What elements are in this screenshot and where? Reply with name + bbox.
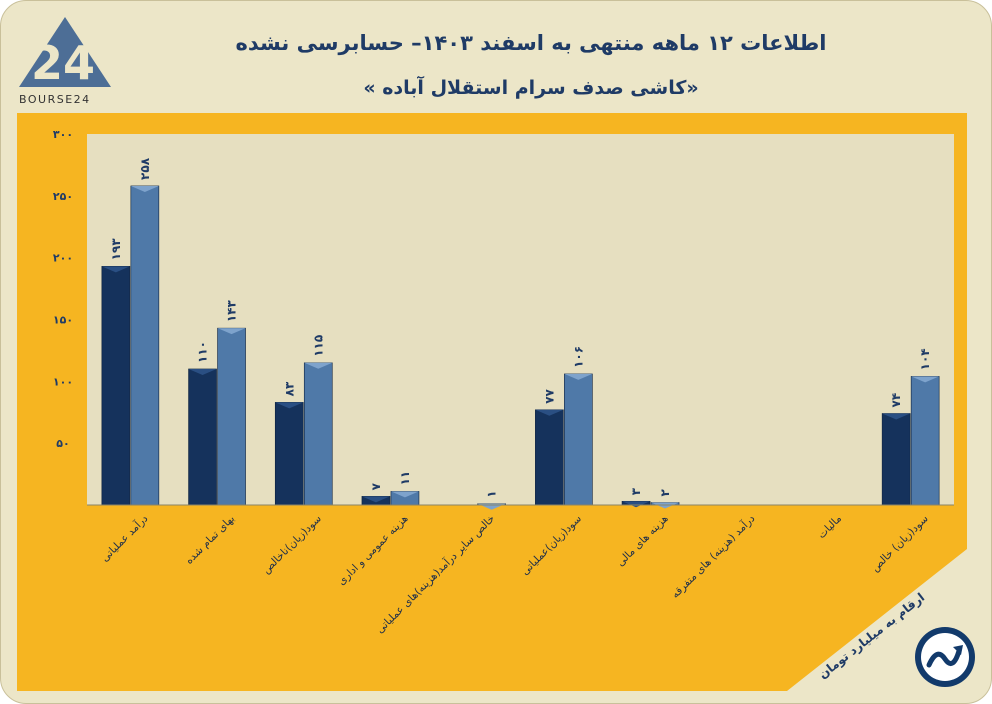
bar-cap bbox=[651, 502, 680, 509]
bar-cap bbox=[911, 376, 940, 383]
bar-value-label: ۷۷ bbox=[542, 388, 556, 403]
logo-mark: 24 bbox=[31, 36, 95, 90]
logo-text: BOURSE24 bbox=[19, 93, 91, 106]
bar-cap bbox=[361, 496, 390, 503]
bar-value-label: ۱۱۵ bbox=[311, 335, 325, 357]
bar bbox=[188, 368, 217, 506]
bourse24-logo-icon: 24 bbox=[19, 17, 111, 90]
bar-value-label: ۱۱۰ bbox=[196, 341, 210, 363]
bar-cap bbox=[564, 373, 593, 380]
y-tick-label: ۲۰۰ bbox=[53, 252, 73, 265]
bar-cap bbox=[535, 409, 564, 416]
bar-cap bbox=[390, 491, 419, 498]
bar-cap bbox=[217, 328, 246, 335]
bar-value-label: ۲۵۸ bbox=[138, 157, 152, 180]
bar bbox=[274, 402, 304, 506]
y-tick-label: ۱۵۰ bbox=[53, 314, 73, 327]
bar-cap bbox=[101, 266, 130, 273]
trend-logo-icon bbox=[915, 627, 975, 687]
plot-area bbox=[87, 134, 954, 505]
bar-value-label: ۱۹۳ bbox=[109, 238, 123, 261]
bar-cap bbox=[130, 185, 159, 192]
y-tick-label: ۳۰۰ bbox=[53, 128, 73, 141]
bar-cap bbox=[275, 402, 304, 409]
y-tick-label: ۲۵۰ bbox=[53, 190, 73, 203]
y-tick-label: ۱۰۰ bbox=[53, 375, 73, 388]
bar-cap bbox=[882, 413, 911, 420]
bar bbox=[303, 362, 333, 506]
bar bbox=[910, 376, 940, 506]
bar-cap bbox=[188, 368, 217, 375]
bar bbox=[564, 373, 593, 506]
bar bbox=[130, 185, 160, 506]
bar-value-label: ۷ bbox=[369, 482, 383, 490]
y-tick-label: ۵۰ bbox=[56, 437, 69, 450]
bar bbox=[535, 409, 564, 506]
bar-value-label: ۱۴۳ bbox=[225, 300, 239, 323]
bar-value-label: ۱۱ bbox=[398, 471, 412, 486]
bar-cap bbox=[622, 501, 651, 508]
chart-title: اطلاعات ۱۲ ماهه منتهی به اسفند ۱۴۰۳– حسا… bbox=[235, 31, 827, 55]
bar-value-label: ۱ bbox=[485, 490, 499, 497]
bar-value-label: ۱۰۴ bbox=[918, 348, 932, 370]
chart-subtitle: «کاشی صدف سرام استقلال آباده » bbox=[363, 77, 699, 99]
bar bbox=[881, 413, 911, 506]
bar-value-label: ۱۰۶ bbox=[571, 346, 585, 368]
bar-value-label: ۸۳ bbox=[282, 381, 296, 396]
bar-value-label: ۳ bbox=[629, 487, 643, 495]
bar-value-label: ۷۴ bbox=[889, 393, 903, 408]
bar bbox=[101, 266, 131, 506]
bar-cap bbox=[304, 362, 333, 369]
bar-value-label: ۲ bbox=[658, 489, 672, 497]
bar bbox=[217, 327, 246, 506]
